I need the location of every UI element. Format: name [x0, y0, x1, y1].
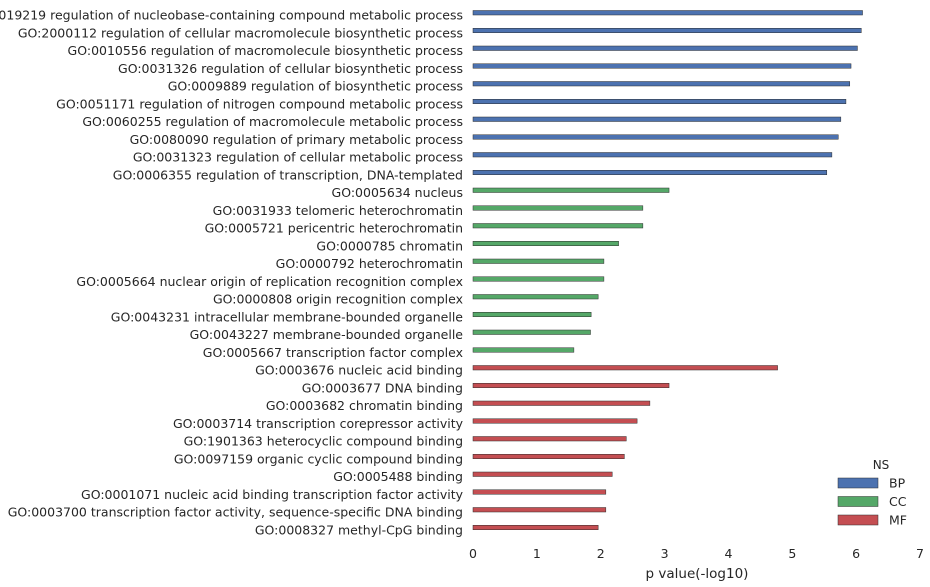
bar — [472, 507, 607, 513]
category-label: GO:0031326 regulation of cellular biosyn… — [118, 61, 463, 76]
bar — [472, 489, 607, 495]
category-label: GO:0080090 regulation of primary metabol… — [130, 132, 463, 147]
bar — [472, 63, 852, 69]
x-tick-label: 5 — [788, 546, 796, 561]
category-label: GO:0005488 binding — [333, 469, 463, 484]
bar — [472, 223, 644, 229]
legend-entries: BP CC MF — [837, 476, 907, 528]
category-label: GO:0008327 methyl-CpG binding — [255, 522, 463, 537]
bar — [472, 329, 591, 335]
category-label: GO:2000112 regulation of cellular macrom… — [18, 25, 463, 40]
category-label: GO:0003714 transcription corepressor act… — [173, 416, 464, 431]
bar — [472, 116, 842, 122]
category-label: GO:0010556 regulation of macromolecule b… — [68, 43, 463, 58]
category-label: GO:0005634 nucleus — [332, 185, 463, 200]
category-label: GO:0003700 transcription factor activity… — [8, 505, 463, 520]
x-tick-label: 6 — [852, 546, 860, 561]
bar — [472, 454, 625, 459]
category-label: GO:0097159 organic cyclic compound bindi… — [174, 451, 463, 466]
bar — [472, 99, 847, 104]
bar — [472, 383, 670, 388]
category-label: GO:0019219 regulation of nucleobase-cont… — [0, 8, 463, 23]
bar — [472, 28, 862, 33]
x-tick-label: 0 — [469, 546, 477, 561]
category-label: GO:0031323 regulation of cellular metabo… — [133, 150, 463, 165]
category-label: GO:0043227 membrane-bounded organelle — [190, 327, 464, 342]
category-label: GO:0000785 chromatin — [316, 238, 463, 253]
category-label: GO:1901363 heterocyclic compound binding — [184, 434, 463, 449]
bar — [472, 276, 605, 282]
category-label: GO:0005721 pericentric heterochromatin — [205, 221, 463, 236]
bar — [472, 205, 644, 211]
x-tick-label: 3 — [661, 546, 669, 561]
category-label: GO:0005667 transcription factor complex — [203, 345, 463, 360]
category-label: GO:0000792 heterochromatin — [276, 256, 463, 271]
bar — [472, 187, 670, 193]
category-label: GO:0043231 intracellular membrane-bounde… — [111, 309, 464, 324]
bar — [472, 170, 828, 175]
category-label: GO:0009889 regulation of biosynthetic pr… — [168, 79, 463, 94]
bar — [472, 294, 599, 300]
legend-title: NS — [873, 458, 890, 472]
bar — [472, 45, 858, 51]
legend-swatch — [837, 514, 879, 526]
category-label: GO:0003676 nucleic acid binding — [255, 363, 463, 378]
x-tick-label: 4 — [724, 546, 732, 561]
category-label: GO:0060255 regulation of macromolecule m… — [82, 114, 463, 129]
category-label: GO:0003677 DNA binding — [302, 380, 463, 395]
bar — [472, 10, 863, 16]
x-tick-label: 1 — [533, 546, 541, 561]
bar — [472, 418, 638, 424]
bar — [472, 525, 599, 530]
bar — [472, 400, 651, 406]
bar — [472, 347, 575, 353]
category-label: GO:0003682 chromatin binding — [266, 398, 463, 413]
bar — [472, 365, 778, 371]
category-label: GO:0051171 regulation of nitrogen compou… — [56, 96, 463, 111]
bar — [472, 312, 592, 317]
legend: NS BP CC MF — [837, 458, 907, 528]
x-tick-label: 7 — [916, 546, 924, 561]
category-labels-group: GO:0019219 regulation of nucleobase-cont… — [0, 8, 464, 538]
bar — [472, 436, 627, 442]
legend-swatch — [837, 477, 879, 489]
bar — [472, 471, 613, 477]
bar — [472, 258, 605, 264]
category-label: GO:0006355 regulation of transcription, … — [113, 167, 463, 182]
category-label: GO:0001071 nucleic acid binding transcri… — [81, 487, 464, 502]
legend-swatch — [837, 496, 879, 507]
x-axis-ticks-group: 0 1 2 3 4 5 6 7 — [469, 546, 924, 561]
x-axis-label: p value(-log10) — [646, 566, 749, 582]
bar — [472, 81, 851, 87]
bar — [472, 134, 839, 140]
legend-label: BP — [889, 476, 906, 491]
category-label: GO:0000808 origin recognition complex — [213, 292, 463, 307]
category-label: GO:0005664 nuclear origin of replication… — [76, 274, 463, 289]
bars-group — [472, 10, 863, 530]
bar — [472, 152, 833, 158]
bar — [472, 241, 619, 246]
category-label: GO:0031933 telomeric heterochromatin — [213, 203, 463, 218]
legend-label: MF — [889, 513, 907, 528]
legend-label: CC — [889, 494, 907, 509]
x-tick-label: 2 — [597, 546, 605, 561]
